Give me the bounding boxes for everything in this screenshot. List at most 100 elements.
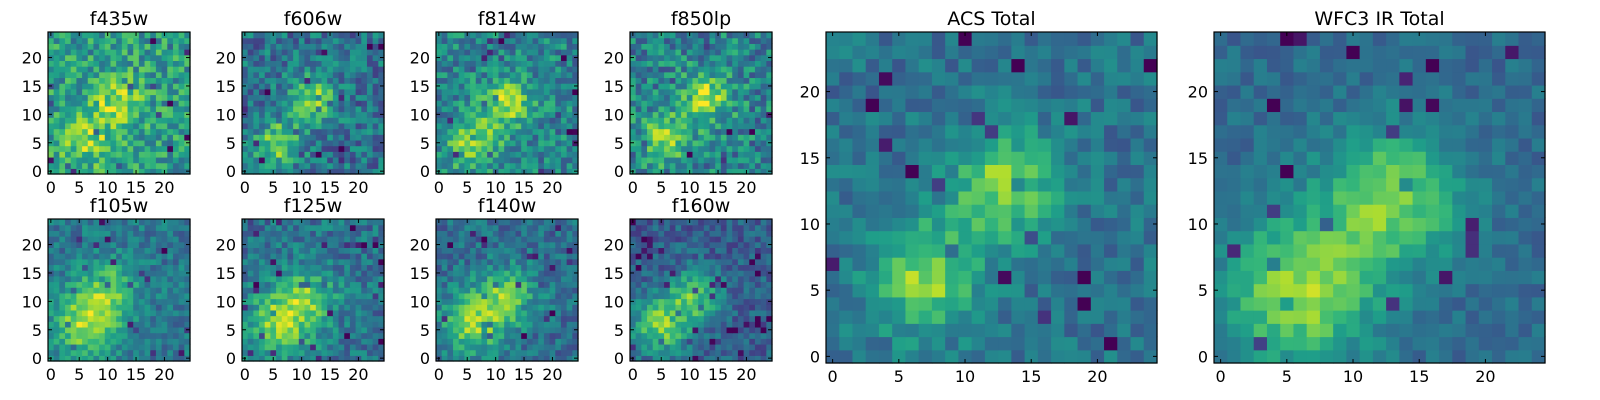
- heatmap-cell: [630, 343, 637, 351]
- heatmap-cell: [293, 338, 300, 345]
- heatmap-cell: [543, 162, 551, 169]
- heatmap-cell: [65, 247, 72, 254]
- heatmap-cell: [481, 100, 488, 107]
- heatmap-cell: [264, 134, 271, 141]
- heatmap-cell: [93, 60, 100, 67]
- heatmap-cell: [127, 219, 134, 226]
- heatmap-cell: [549, 122, 556, 130]
- heatmap-cell: [560, 275, 568, 283]
- heatmap-cell: [172, 315, 180, 322]
- heatmap-cell: [543, 236, 551, 243]
- heatmap-cell: [720, 100, 728, 107]
- heatmap-cell: [526, 315, 534, 322]
- heatmap-cell: [287, 343, 294, 351]
- heatmap-cell: [242, 281, 249, 288]
- heatmap-cell: [458, 43, 465, 50]
- heatmap-cell: [447, 253, 454, 260]
- heatmap-cell: [155, 298, 163, 305]
- heatmap-cell: [93, 37, 100, 44]
- heatmap-cell: [332, 139, 340, 147]
- heatmap-cell: [121, 219, 129, 226]
- heatmap-cell: [332, 128, 340, 135]
- heatmap-cell: [127, 304, 134, 311]
- heatmap-cell: [647, 338, 654, 345]
- heatmap-cell: [664, 100, 671, 107]
- heatmap-cell: [155, 355, 163, 362]
- heatmap-cell: [121, 77, 129, 84]
- heatmap-cell: [298, 230, 306, 237]
- heatmap-cell: [720, 122, 728, 130]
- heatmap-cell: [726, 309, 733, 317]
- heatmap-cell: [338, 37, 345, 44]
- heatmap-cell: [686, 134, 694, 141]
- heatmap-cell: [458, 77, 465, 84]
- y-tick-label: 20: [410, 236, 430, 255]
- heatmap-cell: [658, 298, 665, 305]
- heatmap-cell: [259, 32, 266, 39]
- heatmap-cell: [475, 230, 483, 237]
- heatmap-cell: [509, 54, 517, 61]
- heatmap-cell: [555, 54, 562, 61]
- heatmap-cell: [521, 117, 528, 124]
- heatmap-cell: [133, 343, 140, 351]
- heatmap-cell: [161, 111, 168, 118]
- heatmap-cell: [82, 236, 89, 243]
- heatmap-cell: [65, 100, 72, 107]
- heatmap-cell: [327, 292, 334, 300]
- heatmap-cell: [338, 349, 345, 356]
- heatmap-cell: [99, 349, 106, 356]
- heatmap-cell: [167, 332, 174, 339]
- heatmap-cell: [155, 83, 163, 90]
- heatmap-cell: [161, 37, 168, 44]
- heatmap-cell: [675, 54, 682, 61]
- heatmap-cell: [521, 349, 528, 356]
- heatmap-cell: [116, 287, 123, 294]
- heatmap-cell: [70, 343, 77, 351]
- heatmap-cell: [754, 105, 762, 113]
- heatmap-cell: [652, 275, 659, 283]
- heatmap-cell: [681, 326, 688, 334]
- heatmap-cell: [492, 309, 500, 317]
- heatmap-cell: [470, 287, 477, 294]
- heatmap-cell: [526, 134, 534, 141]
- heatmap-cell: [698, 43, 705, 50]
- heatmap-cell: [743, 292, 750, 300]
- heatmap-cell: [487, 94, 494, 101]
- heatmap-cell: [104, 54, 112, 61]
- heatmap-cell: [332, 338, 340, 345]
- heatmap-cell: [560, 287, 568, 294]
- heatmap-cell: [464, 83, 471, 90]
- heatmap-cell: [150, 66, 157, 73]
- heatmap-cell: [287, 338, 294, 345]
- heatmap-cell: [93, 287, 100, 294]
- heatmap-cell: [647, 270, 654, 277]
- heatmap-cell: [65, 298, 72, 305]
- heatmap-cell: [184, 128, 191, 135]
- heatmap-cell: [498, 66, 505, 73]
- heatmap-cell: [99, 224, 106, 231]
- heatmap-cell: [754, 111, 762, 118]
- heatmap-cell: [509, 258, 517, 266]
- heatmap-cell: [543, 241, 551, 248]
- heatmap-cell: [504, 315, 511, 322]
- heatmap-cell: [766, 128, 773, 135]
- heatmap-cell: [521, 287, 528, 294]
- heatmap-cell: [304, 71, 311, 79]
- heatmap-cell: [366, 355, 374, 362]
- heatmap-cell: [475, 315, 483, 322]
- heatmap-cell: [127, 145, 134, 152]
- heatmap-cell: [532, 37, 539, 44]
- heatmap-cell: [344, 247, 351, 254]
- heatmap-cell: [281, 298, 289, 305]
- heatmap-cell: [515, 247, 522, 254]
- heatmap-cell: [172, 304, 180, 311]
- heatmap-cell: [133, 111, 140, 118]
- heatmap-cell: [366, 326, 374, 334]
- heatmap-cell: [93, 145, 100, 152]
- heatmap-cell: [521, 275, 528, 283]
- heatmap-cell: [526, 230, 534, 237]
- heatmap-cell: [133, 43, 140, 50]
- heatmap-cell: [675, 343, 682, 351]
- heatmap-cell: [555, 162, 562, 169]
- heatmap-cell: [572, 321, 579, 328]
